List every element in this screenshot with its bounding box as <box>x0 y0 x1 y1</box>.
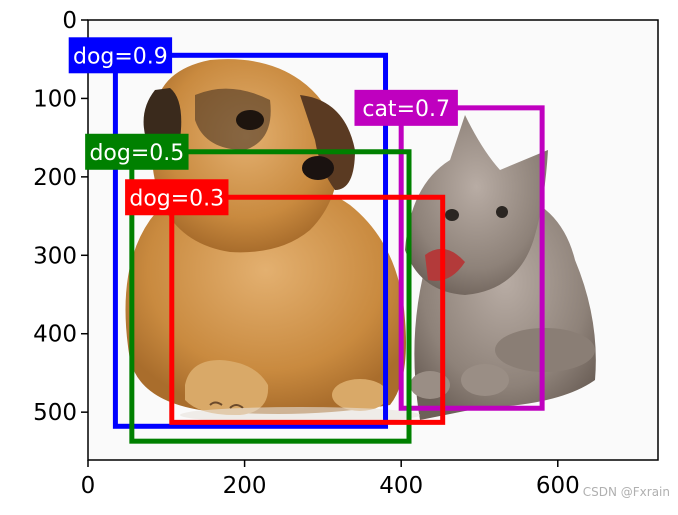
box-outline <box>398 105 545 411</box>
y-tick-label: 500 <box>33 400 77 426</box>
bounding-box-1: dog=0.9 <box>68 37 389 429</box>
box-label-background <box>125 179 229 216</box>
axes <box>87 19 659 461</box>
box-outline <box>129 149 412 444</box>
box-label: cat=0.7 <box>362 97 450 122</box>
y-axis: 0 100 200 300 400 500 <box>33 8 88 426</box>
bounding-boxes: dog=0.9 cat=0.7 dog=0.5 dog=0.3 <box>68 37 545 444</box>
x-axis: 0 200 400 600 <box>81 460 580 499</box>
box-outline <box>112 52 389 429</box>
y-tick-label: 200 <box>33 165 77 191</box>
y-tick-label: 100 <box>33 86 77 112</box>
x-tick-label: 600 <box>536 473 580 499</box>
box-label: dog=0.9 <box>73 44 168 69</box>
y-tick-label: 300 <box>33 243 77 269</box>
axes-frame <box>87 19 659 461</box>
box-label: dog=0.5 <box>89 141 184 166</box>
x-tick-label: 400 <box>379 473 423 499</box>
bounding-box-2: cat=0.7 <box>354 89 545 411</box>
box-label-background <box>85 133 189 170</box>
x-tick-label: 200 <box>223 473 267 499</box>
box-outline <box>169 194 446 425</box>
y-tick-label: 400 <box>33 322 77 348</box>
dog-illustration <box>125 59 420 423</box>
box-label-background <box>354 89 458 126</box>
watermark: CSDN @Fxrain <box>582 485 670 499</box>
bounding-box-4: dog=0.3 <box>125 179 446 425</box>
x-tick-label: 0 <box>81 473 96 499</box>
box-label: dog=0.3 <box>129 186 224 211</box>
box-label-background <box>68 37 173 74</box>
bounding-box-3: dog=0.5 <box>85 133 412 444</box>
y-tick-label: 0 <box>62 8 77 34</box>
